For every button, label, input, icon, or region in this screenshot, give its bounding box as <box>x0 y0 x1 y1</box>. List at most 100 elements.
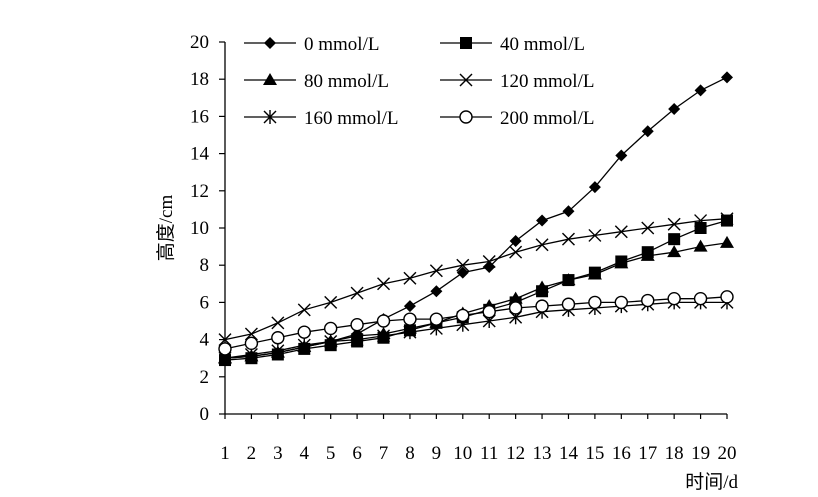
data-point <box>324 295 338 309</box>
x-tick-label: 15 <box>585 443 604 464</box>
data-point <box>588 228 602 242</box>
x-tick-label: 12 <box>506 443 525 464</box>
x-tick-label: 14 <box>559 443 579 464</box>
y-tick-label: 12 <box>190 181 209 202</box>
square-marker <box>460 37 472 49</box>
x-tick-label: 3 <box>273 443 283 464</box>
diamond-shape <box>430 285 443 298</box>
data-point <box>667 245 682 258</box>
data-point <box>297 325 311 339</box>
series-5 <box>218 290 734 356</box>
data-point <box>535 299 549 313</box>
data-point <box>377 277 391 291</box>
series-line <box>224 76 728 359</box>
data-point <box>721 71 733 84</box>
diamond-shape <box>641 125 654 138</box>
x-stroke <box>403 271 417 285</box>
data-point <box>614 225 628 239</box>
data-point <box>482 305 496 319</box>
x-stroke <box>459 73 473 87</box>
data-point <box>350 318 364 332</box>
y-tick-label: 2 <box>200 367 210 388</box>
x-stroke <box>456 258 470 272</box>
data-point <box>562 205 575 218</box>
data-point <box>403 325 417 340</box>
circle-shape <box>459 110 473 124</box>
data-point <box>641 125 654 138</box>
legend-entry: 200 mmol/L <box>440 108 594 129</box>
diamond-shape <box>721 71 733 84</box>
data-point <box>615 149 628 162</box>
data-point <box>271 331 285 345</box>
data-point <box>588 181 601 194</box>
circle-shape <box>535 299 549 313</box>
data-point <box>376 314 391 328</box>
triangle-shape <box>720 235 734 248</box>
x-marker <box>459 73 473 87</box>
triangle-shape <box>693 239 708 252</box>
x-stroke <box>614 225 628 239</box>
x-tick-label: 19 <box>691 443 710 464</box>
y-axis-label: 高度/cm <box>155 195 177 262</box>
data-point <box>720 212 734 226</box>
legend-entry: 120 mmol/L <box>440 71 594 92</box>
data-point <box>403 300 416 313</box>
x-stroke <box>588 228 602 242</box>
data-point <box>535 238 549 252</box>
x-stroke <box>667 217 681 231</box>
x-stroke <box>641 221 655 235</box>
data-point <box>323 321 338 336</box>
circle-shape <box>588 295 602 310</box>
triangle-shape <box>263 73 277 85</box>
data-point <box>350 332 364 347</box>
diamond-shape <box>536 214 549 227</box>
x-stroke <box>482 254 496 268</box>
x-tick-label: 9 <box>432 443 442 464</box>
x-tick-label: 13 <box>533 443 552 464</box>
diamond-shape <box>615 149 628 162</box>
legend-label: 120 mmol/L <box>500 71 594 92</box>
data-point <box>429 264 443 278</box>
data-point <box>509 235 522 248</box>
series-0 <box>219 71 733 365</box>
legend-entry: 0 mmol/L <box>244 34 379 55</box>
data-point <box>456 308 470 323</box>
circle-shape <box>244 336 259 351</box>
data-point <box>271 316 285 330</box>
circle-shape <box>482 305 496 319</box>
data-point <box>641 293 655 308</box>
diamond-marker <box>264 37 276 49</box>
data-point <box>429 312 444 326</box>
x-stroke <box>509 245 523 259</box>
x-tick-label: 10 <box>453 443 472 464</box>
x-tick-label: 11 <box>480 443 498 464</box>
x-tick-label: 8 <box>405 443 415 464</box>
series-line <box>224 219 728 361</box>
data-point <box>377 328 391 343</box>
data-point <box>350 286 364 300</box>
x-tick-label: 5 <box>326 443 336 464</box>
circle-shape <box>218 342 232 356</box>
data-point <box>561 273 576 286</box>
series-3 <box>218 212 734 347</box>
triangle-shape <box>614 256 629 269</box>
legend-label: 80 mmol/L <box>304 71 389 92</box>
x-stroke <box>377 277 391 291</box>
data-point <box>430 285 443 298</box>
data-point <box>641 221 655 235</box>
data-point <box>456 258 470 272</box>
legend-label: 40 mmol/L <box>500 34 585 55</box>
triangle-shape <box>508 291 523 304</box>
data-point <box>456 266 469 279</box>
data-point <box>536 214 549 227</box>
x-tick-label: 2 <box>247 443 257 464</box>
diamond-shape <box>264 37 276 49</box>
diamond-shape <box>456 266 469 279</box>
data-point <box>508 291 523 304</box>
data-point <box>720 235 734 248</box>
diamond-shape <box>588 181 601 194</box>
square-shape <box>694 222 707 234</box>
circle-shape <box>271 331 285 345</box>
